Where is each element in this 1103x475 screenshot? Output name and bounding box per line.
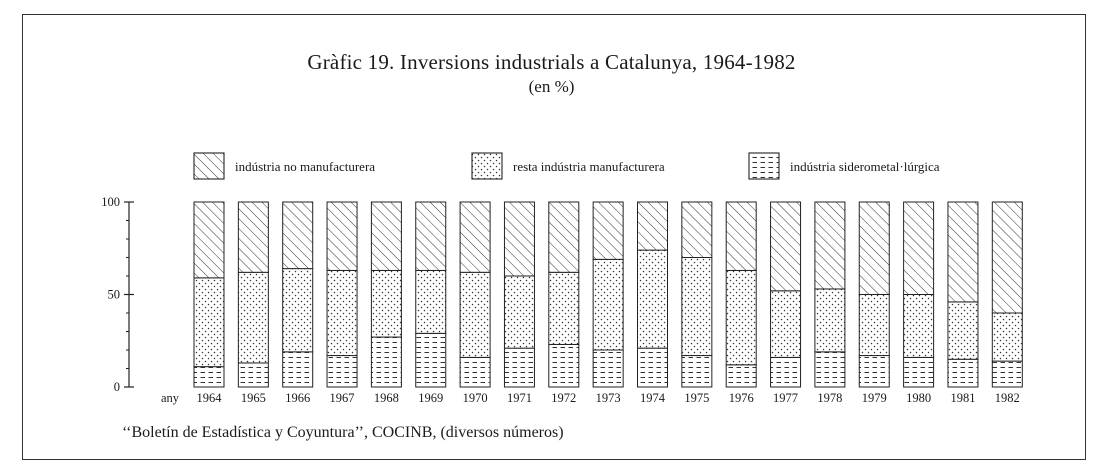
bar-segment-1981-dashes	[947, 358, 979, 388]
bar-segment-1975-hatch	[681, 201, 713, 258]
bar-segment-1968-dashes	[370, 336, 402, 388]
bar-segment-1977-hatch	[770, 201, 802, 292]
bar-segment-1977-dots	[770, 290, 802, 358]
y-tick-label: 100	[101, 195, 120, 209]
y-tick-label: 0	[114, 380, 120, 394]
legend-swatch-hatch	[193, 152, 225, 180]
bar-segment-1974-dashes	[637, 347, 668, 388]
x-axis-title: any	[161, 391, 180, 405]
x-tick-label: 1971	[507, 391, 532, 405]
bar-segment-1969-hatch	[415, 201, 447, 271]
bar-segment-1972-dots	[548, 271, 580, 345]
legend-label: indústria siderometal·lúrgica	[790, 159, 940, 174]
bar-segment-1975-dots	[681, 257, 713, 357]
x-tick-label: 1972	[551, 391, 576, 405]
bar-segment-1971-dots	[503, 275, 535, 349]
x-tick-label: 1967	[330, 391, 355, 405]
bar-segment-1972-hatch	[548, 201, 580, 273]
legend-swatch-dots	[471, 152, 503, 180]
figure-frame	[22, 14, 1086, 460]
bar-segment-1978-hatch	[814, 201, 846, 290]
bar-segment-1973-dashes	[592, 349, 624, 388]
bar-segment-1964-dashes	[193, 366, 225, 388]
bar-segment-1971-hatch	[503, 201, 535, 277]
bar-segment-1981-hatch	[947, 201, 979, 303]
legend: indústria no manufacturera resta indústri…	[193, 152, 940, 180]
x-axis-labels: any 1964 1965 1966 1967 1968 1969 1970 1971 1972 1…	[161, 391, 1020, 405]
bar-segment-1966-dashes	[282, 351, 314, 388]
x-tick-label: 1974	[640, 391, 666, 405]
bar-segment-1981-dots	[947, 301, 979, 360]
bar-segment-1974-hatch	[637, 201, 668, 251]
bars-group	[193, 201, 1023, 388]
bar-segment-1970-hatch	[459, 201, 491, 273]
x-tick-label: 1978	[817, 391, 842, 405]
bar-segment-1970-dashes	[459, 356, 491, 388]
x-tick-label: 1973	[596, 391, 621, 405]
x-tick-label: 1976	[729, 391, 754, 405]
legend-label: resta indústria manufacturera	[513, 159, 665, 174]
legend-label: indústria no manufacturera	[235, 159, 375, 174]
bar-segment-1968-hatch	[370, 201, 402, 271]
x-tick-label: 1975	[684, 391, 709, 405]
bar-segment-1970-dots	[459, 271, 491, 358]
x-tick-label: 1970	[463, 391, 488, 405]
bar-segment-1971-dashes	[503, 347, 535, 388]
bar-segment-1982-dashes	[991, 360, 1023, 388]
chart-subtitle: (en %)	[528, 77, 575, 96]
bar-segment-1976-dashes	[725, 364, 757, 388]
x-tick-label: 1981	[950, 391, 975, 405]
bar-segment-1975-dashes	[681, 355, 713, 388]
bar-segment-1978-dashes	[814, 351, 846, 388]
bar-segment-1967-hatch	[326, 201, 358, 271]
x-tick-label: 1977	[773, 391, 798, 405]
y-axis: 100 50 0	[101, 195, 134, 394]
bar-segment-1982-dots	[991, 312, 1023, 362]
y-tick-label: 50	[108, 288, 121, 302]
x-tick-label: 1966	[285, 391, 310, 405]
bar-segment-1976-hatch	[725, 201, 757, 271]
bar-segment-1979-dashes	[858, 355, 890, 388]
x-tick-label: 1964	[197, 391, 223, 405]
bar-segment-1965-dashes	[237, 362, 269, 388]
bar-segment-1980-dots	[903, 294, 935, 358]
bar-segment-1980-dashes	[903, 356, 935, 388]
x-tick-label: 1968	[374, 391, 399, 405]
bar-segment-1973-hatch	[592, 201, 624, 260]
bar-segment-1967-dashes	[326, 355, 358, 388]
bar-segment-1968-dots	[370, 269, 402, 338]
bar-segment-1964-hatch	[193, 201, 225, 279]
bar-segment-1982-hatch	[991, 201, 1023, 314]
bar-segment-1969-dashes	[415, 332, 447, 388]
bar-segment-1974-dots	[637, 249, 668, 349]
x-tick-label: 1982	[995, 391, 1020, 405]
legend-swatch-dashes	[748, 152, 780, 180]
bar-segment-1967-dots	[326, 269, 358, 357]
bar-segment-1972-dashes	[548, 343, 580, 388]
bar-segment-1976-dots	[725, 269, 757, 366]
chart-title: Gràfic 19. Inversions industrials a Cata…	[307, 50, 796, 74]
bar-segment-1966-dots	[282, 268, 314, 353]
bar-segment-1977-dashes	[770, 356, 802, 388]
bar-segment-1979-dots	[858, 294, 890, 357]
x-tick-label: 1980	[906, 391, 931, 405]
bar-segment-1966-hatch	[282, 201, 314, 270]
bar-segment-1964-dots	[193, 277, 225, 368]
source-note: ‘‘Boletín de Estadística y Coyuntura’’, …	[122, 424, 564, 441]
bar-segment-1965-dots	[237, 271, 269, 364]
bar-segment-1969-dots	[415, 269, 447, 334]
bar-segment-1973-dots	[592, 258, 624, 351]
bar-segment-1978-dots	[814, 288, 846, 353]
x-tick-label: 1969	[418, 391, 443, 405]
bar-segment-1980-hatch	[903, 201, 935, 295]
x-tick-label: 1979	[862, 391, 887, 405]
bar-segment-1979-hatch	[858, 201, 890, 295]
x-tick-label: 1965	[241, 391, 266, 405]
bar-segment-1965-hatch	[237, 201, 269, 273]
